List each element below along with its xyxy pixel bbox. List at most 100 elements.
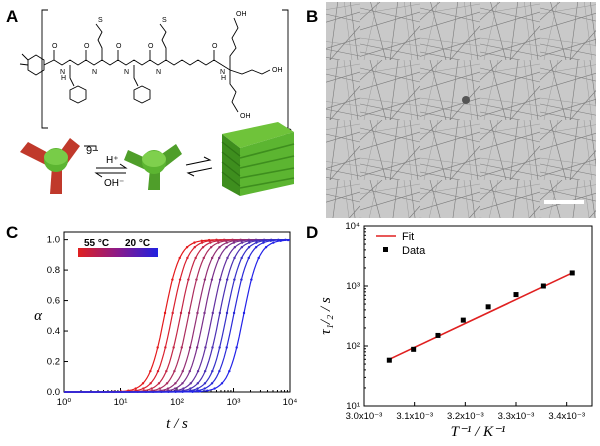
chart-c-fit-curve <box>64 239 290 393</box>
chart-c-data-point <box>173 387 177 390</box>
atom-s-label-2: S <box>162 17 167 24</box>
chart-c-data-point <box>217 241 220 244</box>
chart-c-data-point <box>163 311 167 315</box>
atom-n-label-5: N <box>220 69 225 76</box>
chart-d-legend-fit-label: Fit <box>402 231 414 243</box>
chart-c-data-point <box>218 311 222 315</box>
chart-c-fit-curve <box>64 239 290 393</box>
chart-c-data-point <box>206 389 209 392</box>
chart-c-data-point <box>247 246 251 249</box>
chart-c-ytick-label: 0.0 <box>47 387 60 398</box>
chart-c-data-point <box>225 278 229 281</box>
chart-c-data-point <box>158 387 161 390</box>
chart-c-data-point <box>248 239 251 242</box>
chart-c-data-point <box>226 256 229 260</box>
chart-c-data-point <box>232 239 236 242</box>
chart-c-data-point <box>200 239 203 242</box>
chart-c-data-point <box>196 382 200 385</box>
atom-o-label-1: O <box>52 43 58 50</box>
chart-c-data-point <box>202 256 205 260</box>
chart-c-data-point <box>196 387 199 390</box>
chart-c-colorbar-right-label: 20 °C <box>125 238 150 249</box>
chart-c-data-point <box>262 241 265 244</box>
chart-d-data-point <box>485 304 491 310</box>
chart-c-data-point <box>149 382 152 385</box>
chart-c-data-point <box>255 241 258 244</box>
chart-c-data-point <box>240 246 244 249</box>
chart-c-xtick-label: 10¹ <box>114 397 128 408</box>
chart-c-data-point <box>208 239 211 242</box>
chart-d-data-point <box>569 270 575 276</box>
chart-c-ylabel: α <box>34 308 43 324</box>
atom-s-label-1: S <box>98 17 103 24</box>
chart-c-fit-curve <box>64 239 290 393</box>
atom-n-label-1: N <box>60 69 65 76</box>
chart-c-data-point <box>225 246 228 249</box>
chart-c-data-point <box>264 246 268 249</box>
chart-c-data-point <box>165 382 169 385</box>
chart-c-data-point <box>165 369 168 373</box>
chart-c-data-point <box>250 278 253 281</box>
chart-c-data-point <box>218 256 221 260</box>
chart-c-fit-curve <box>64 239 290 393</box>
chart-c-data-point <box>218 346 221 349</box>
chart-c-data-point <box>248 241 251 244</box>
chart-c-fit-curve <box>64 239 290 393</box>
chart-c-ytick-label: 1.0 <box>47 235 60 246</box>
chart-c-data-point <box>240 278 243 281</box>
chart-c-data-point <box>164 346 167 349</box>
panel-label-d: D <box>306 223 318 242</box>
chart-d-xtick-label: 3.1x10⁻³ <box>396 411 433 422</box>
atom-n-label-3: N <box>124 69 129 76</box>
panel-label-c: C <box>6 223 18 242</box>
charge-label: 9− <box>86 145 99 157</box>
chart-c-data-point <box>203 382 207 385</box>
chart-d-data-point <box>411 346 417 352</box>
chart-c-ytick-label: 0.2 <box>47 357 60 368</box>
chart-d-ytick-label: 10⁴ <box>345 221 360 232</box>
micrograph-particle <box>462 96 470 104</box>
chart-c-data-point <box>232 311 236 315</box>
chart-c-data-point <box>279 239 282 242</box>
chart-c-data-point <box>203 311 206 315</box>
chart-c-data-point <box>141 382 145 385</box>
chart-c-data-point <box>193 241 196 244</box>
chart-c-data-point <box>156 369 160 373</box>
chart-c-data-point <box>181 382 184 385</box>
chart-d-ytick-label: 10¹ <box>346 401 360 412</box>
chart-c-data-point <box>157 382 161 385</box>
chart-c-data-point <box>218 278 222 281</box>
chart-c-xtick-label: 10³ <box>227 397 241 408</box>
chart-d-frame <box>363 225 593 407</box>
chart-c-data-point <box>180 346 183 349</box>
chart-c-xtick-label: 10⁰ <box>57 397 72 408</box>
chart-c-data-point <box>198 390 202 393</box>
peptide-backbone <box>43 59 223 66</box>
chart-c-data-point <box>240 239 243 242</box>
chart-c-data-point <box>211 311 214 315</box>
chart-c-fit-curve <box>64 239 290 393</box>
chart-c-data-point <box>191 390 194 393</box>
chart-d-data-point <box>435 332 441 338</box>
atom-o-label-4: O <box>148 43 154 50</box>
chart-c-ytick-label: 0.4 <box>47 326 60 337</box>
atom-o-label-5: O <box>212 43 218 50</box>
chart-c-data-point <box>262 239 265 242</box>
left-bracket <box>41 9 48 129</box>
chart-c-data-point <box>225 311 229 315</box>
chart-c-data-point <box>286 238 290 242</box>
chemical-structure <box>19 9 289 129</box>
triskelion-neutral-icon <box>124 144 182 190</box>
chart-c-data-point <box>185 246 189 249</box>
chart-c-data-point <box>240 256 243 260</box>
chart-c-data-point <box>201 246 205 249</box>
chart-c-data-point <box>178 256 181 260</box>
phenyl-ring-2 <box>133 85 151 104</box>
chart-c-data-point <box>196 311 199 315</box>
chart-d-xtick-label: 3.0x10⁻³ <box>346 411 383 422</box>
chart-c-data-point <box>233 256 236 260</box>
chart-c-data-point <box>203 278 207 281</box>
chart-c-data-point <box>213 387 216 390</box>
panel-label-a: A <box>6 7 18 26</box>
chart-d-xtick-label: 3.2x10⁻³ <box>447 411 484 422</box>
